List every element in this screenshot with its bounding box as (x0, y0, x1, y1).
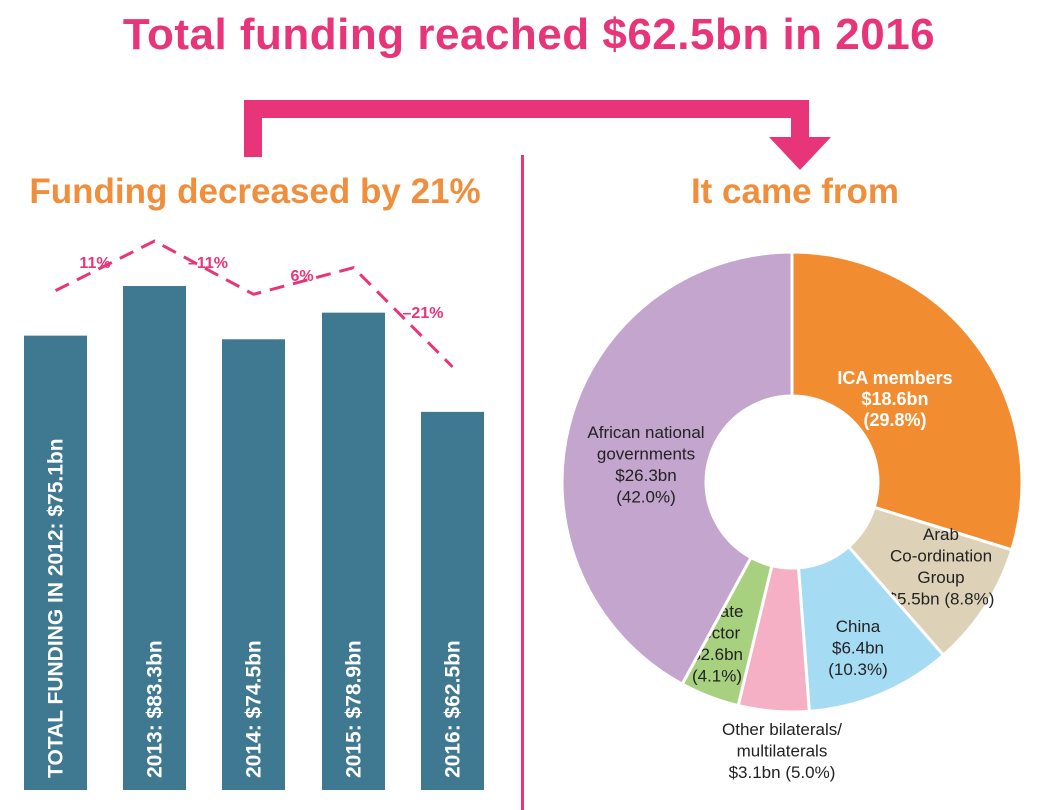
page-title: Total funding reached $62.5bn in 2016 (122, 10, 936, 59)
pie-chart-title: It came from (690, 172, 900, 211)
bar-label-2015: 2015: $78.9bn (343, 640, 366, 778)
bar-label-2012: TOTAL FUNDING IN 2012: $75.1bn (45, 438, 68, 778)
change-label: 6% (290, 268, 313, 285)
pie-label-5: governments (597, 445, 695, 464)
section-divider (521, 155, 524, 810)
pie-label-1: Group (917, 568, 964, 587)
pie-slice-5 (560, 250, 794, 687)
bar-2016 (421, 411, 484, 790)
pie-label-5: (42.0%) (616, 488, 676, 507)
pie-label-3: multilaterals (737, 742, 828, 761)
pie-label-2: China (836, 617, 881, 636)
pie-label-5: $26.3bn (615, 466, 676, 485)
pie-label-0: $18.6bn (861, 389, 928, 409)
change-label: –21% (403, 305, 444, 322)
bar-2014 (222, 339, 285, 790)
connector-arrow-head (769, 137, 831, 170)
connector-arrow-line (244, 100, 809, 157)
bar-label-2016: 2016: $62.5bn (442, 640, 465, 778)
bar-2012 (24, 335, 87, 790)
change-label: 11% (79, 255, 110, 272)
pie-label-2: (10.3%) (828, 660, 888, 679)
bar-2015 (322, 312, 385, 790)
trend-line (54, 239, 454, 368)
pie-label-0: (29.8%) (863, 410, 926, 430)
pie-label-0: ICA members (837, 368, 952, 388)
pie-label-4: (4.1%) (692, 667, 742, 686)
pie-label-2: $6.4bn (832, 639, 884, 658)
pie-slice-0 (790, 250, 1024, 552)
pie-label-5: African national (587, 423, 704, 442)
pie-label-1: Arab (923, 525, 959, 544)
bar-chart-title: Funding decreased by 21% (29, 172, 481, 211)
pie-label-1: Co-ordination (890, 547, 992, 566)
pie-label-4: $2.6bn (691, 645, 743, 664)
pie-label-3: $3.1bn (5.0%) (729, 763, 836, 782)
pie-label-3: Other bilaterals/ (722, 720, 842, 739)
pie-label-1: $5.5bn (8.8%) (888, 590, 995, 609)
bar-2013 (123, 286, 186, 790)
bar-label-2013: 2013: $83.3bn (144, 640, 167, 778)
bar-label-2014: 2014: $74.5bn (243, 640, 266, 778)
change-label: –11% (188, 255, 228, 272)
